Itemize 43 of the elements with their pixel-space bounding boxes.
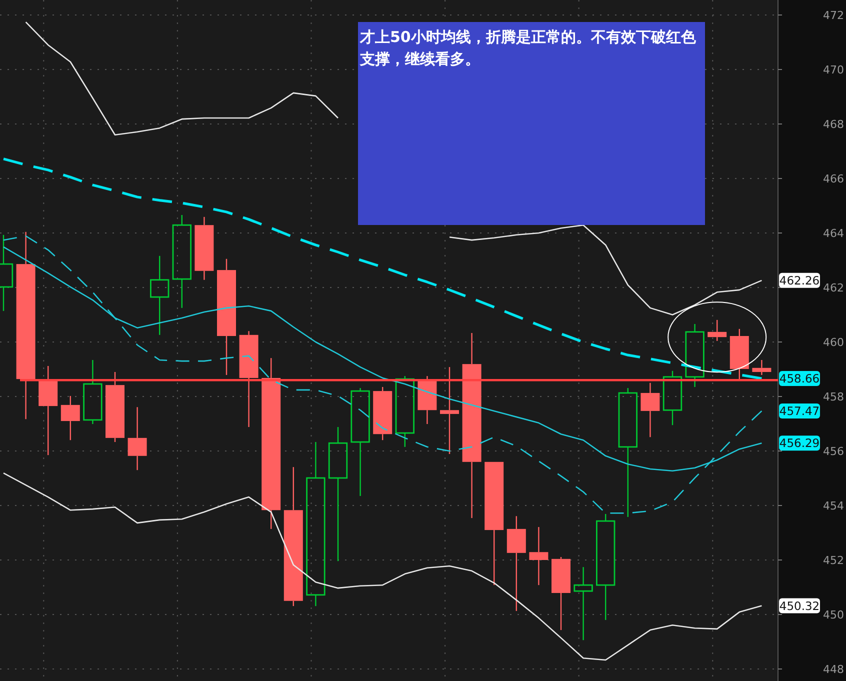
candlestick (752, 359, 772, 376)
candlestick (262, 357, 281, 530)
line-series (2, 472, 762, 661)
candlestick (418, 375, 437, 425)
candlestick (506, 516, 526, 612)
candlestick (328, 426, 348, 562)
candlestick (306, 441, 326, 607)
y-tick-label: 454 (823, 500, 844, 513)
candlestick (239, 330, 258, 428)
y-tick-label: 468 (823, 118, 844, 131)
candlestick (685, 323, 704, 388)
y-tick-label: 448 (823, 663, 844, 676)
candlestick (172, 214, 192, 309)
data-label: 450.32 (779, 598, 820, 613)
candlestick (529, 526, 548, 586)
candlestick (462, 332, 482, 519)
y-tick-label: 464 (823, 226, 844, 240)
candlestick (217, 258, 236, 376)
y-tick-label: 462 (823, 281, 844, 294)
candlestick (38, 365, 58, 456)
line-series (2, 235, 762, 514)
y-tick-label: 450 (823, 608, 844, 622)
candlestick (83, 359, 102, 425)
candlestick (440, 366, 459, 455)
data-label: 462.26 (779, 273, 820, 288)
y-tick-label: 458 (823, 390, 844, 404)
candlestick (150, 255, 170, 336)
line-series (2, 158, 763, 380)
y-tick-label: 456 (823, 445, 844, 458)
candlestick (640, 382, 660, 438)
candlestick (16, 231, 36, 420)
candlestick (128, 406, 147, 471)
data-label: 457.47 (779, 404, 820, 418)
y-tick-label: 452 (823, 554, 844, 568)
y-tick-label: 472 (823, 8, 844, 22)
candlestick (574, 566, 593, 641)
candlestick (350, 387, 370, 497)
y-tick-label: 466 (823, 172, 844, 186)
data-label: 456.29 (779, 436, 820, 450)
y-tick-label: 460 (823, 336, 844, 349)
candlestick (194, 216, 214, 280)
data-label: 458.66 (779, 372, 820, 386)
y-tick-label: 470 (823, 63, 844, 76)
